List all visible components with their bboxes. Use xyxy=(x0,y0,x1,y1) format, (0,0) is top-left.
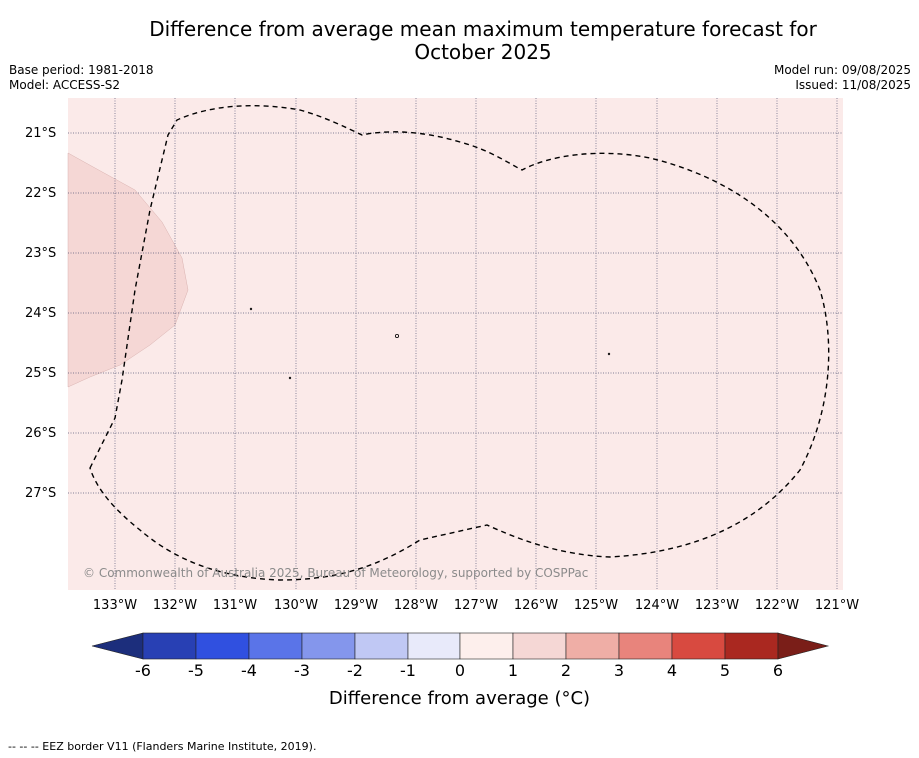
lon-label-133w: 133°W xyxy=(92,598,138,613)
colorbar-tick: -3 xyxy=(294,661,310,680)
colorbar-tick: 0 xyxy=(454,661,466,680)
lat-label-27s: 27°S xyxy=(25,486,57,501)
lat-label-26s: 26°S xyxy=(25,426,57,441)
colorbar-bin xyxy=(195,632,250,660)
colorbar-tick: -4 xyxy=(241,661,257,680)
lon-label-132w: 132°W xyxy=(152,598,198,613)
colorbar-tick: -1 xyxy=(400,661,416,680)
lon-label-130w: 130°W xyxy=(273,598,319,613)
lon-label-122w: 122°W xyxy=(754,598,800,613)
lat-label-24s: 24°S xyxy=(25,306,57,321)
chart-title: Difference from average mean maximum tem… xyxy=(0,18,919,64)
footnote: -- -- -- EEZ border V11 (Flanders Marine… xyxy=(8,740,317,753)
eez-border xyxy=(89,105,830,581)
lon-label-123w: 123°W xyxy=(694,598,740,613)
lat-label-23s: 23°S xyxy=(25,246,57,261)
colorbar-tick: -6 xyxy=(135,661,151,680)
colorbar-bin xyxy=(724,632,779,660)
model-name: Model: ACCESS-S2 xyxy=(9,78,121,92)
lon-label-126w: 126°W xyxy=(513,598,559,613)
lon-label-129w: 129°W xyxy=(333,598,379,613)
lon-label-121w: 121°W xyxy=(814,598,860,613)
colorbar-bin xyxy=(407,632,461,660)
lat-label-21s: 21°S xyxy=(25,126,57,141)
colorbar-bin xyxy=(142,632,197,660)
meta-left: Base period: 1981-2018 Model: ACCESS-S2 xyxy=(9,63,154,93)
colorbar-tick: 6 xyxy=(772,661,784,680)
colorbar-bin xyxy=(565,632,620,660)
colorbar-tick: 5 xyxy=(719,661,731,680)
title-line-1: Difference from average mean maximum tem… xyxy=(149,17,817,41)
meta-right: Model run: 09/08/2025 Issued: 11/08/2025 xyxy=(774,63,911,93)
lon-label-124w: 124°W xyxy=(634,598,680,613)
colorbar-under-arrow xyxy=(91,632,144,660)
parallel-gridlines xyxy=(68,132,843,494)
colorbar-tick: 4 xyxy=(666,661,678,680)
lat-label-22s: 22°S xyxy=(25,186,57,201)
colorbar-tick: -5 xyxy=(188,661,204,680)
colorbar-tick: 3 xyxy=(613,661,625,680)
lat-label-25s: 25°S xyxy=(25,366,57,381)
colorbar-bin xyxy=(618,632,673,660)
title-line-2: October 2025 xyxy=(414,40,552,64)
model-run: Model run: 09/08/2025 xyxy=(773,63,911,77)
meridian-gridlines xyxy=(114,98,838,590)
lon-label-127w: 127°W xyxy=(453,598,499,613)
islands xyxy=(249,307,611,380)
map-background xyxy=(68,98,843,590)
colorbar-tick: 2 xyxy=(560,661,572,680)
colorbar-bin xyxy=(512,632,567,660)
colorbar xyxy=(91,632,830,660)
base-period: Base period: 1981-2018 xyxy=(9,63,154,77)
colorbar-bin xyxy=(671,632,726,660)
warm-anomaly-region xyxy=(67,152,189,388)
issued-date: Issued: 11/08/2025 xyxy=(795,78,911,92)
colorbar-over-arrow xyxy=(777,632,830,660)
colorbar-bin xyxy=(354,632,409,660)
colorbar-label: Difference from average (°C) xyxy=(328,688,591,709)
colorbar-bin xyxy=(301,632,356,660)
copyright-notice: © Commonwealth of Australia 2025, Bureau… xyxy=(83,566,589,580)
colorbar-tick: 1 xyxy=(507,661,519,680)
lon-label-131w: 131°W xyxy=(212,598,258,613)
colorbar-tick: -2 xyxy=(347,661,363,680)
colorbar-bin xyxy=(459,632,514,660)
lon-label-125w: 125°W xyxy=(573,598,619,613)
lon-label-128w: 128°W xyxy=(393,598,439,613)
colorbar-bin xyxy=(248,632,303,660)
